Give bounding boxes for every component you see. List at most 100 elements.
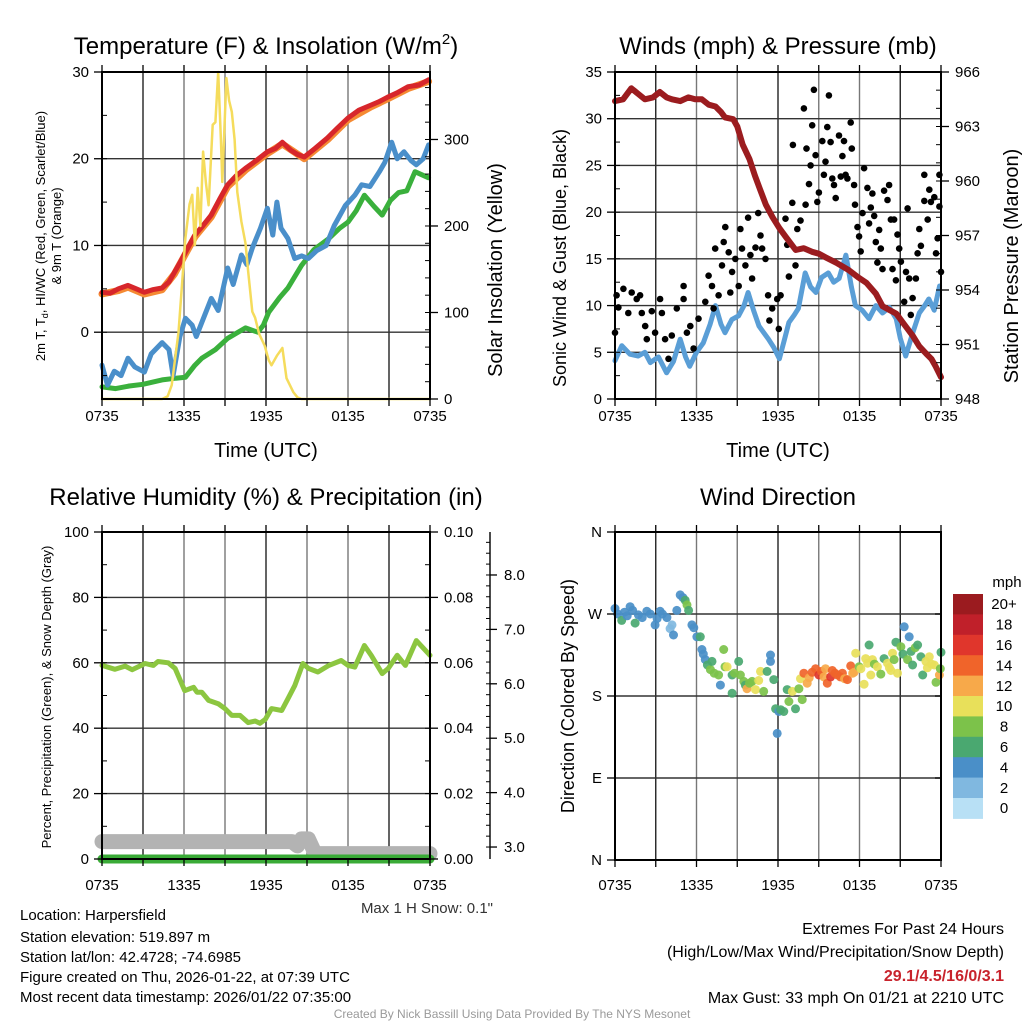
x-tick-label: 0135 — [331, 877, 364, 894]
series-line-snow-depth — [94, 831, 438, 862]
gust-point — [754, 209, 762, 217]
gust-point — [757, 232, 764, 239]
y-tick-label: E — [592, 770, 602, 787]
wind-direction-point — [722, 662, 732, 672]
wind-direction-point — [821, 664, 830, 674]
wind-direction-point — [684, 605, 694, 615]
gust-point — [870, 212, 878, 220]
y2-tick-label: 300 — [444, 131, 469, 148]
colorbar-label: 0 — [1000, 800, 1008, 817]
colorbar-swatch — [953, 675, 983, 697]
series-line-dewpoint — [99, 169, 432, 392]
gust-point — [748, 275, 756, 282]
y-axis-label: Sonic Wind & Gust (Blue, Black) — [550, 129, 570, 387]
station-location: Location: Harpersfield — [20, 907, 166, 924]
y2-tick-label: 0.08 — [444, 589, 473, 606]
gust-point — [658, 309, 666, 317]
gust-point — [926, 186, 933, 193]
gust-point — [931, 193, 938, 201]
x-tick-label: 0135 — [331, 408, 364, 425]
wind-direction-point — [762, 666, 772, 676]
gust-point — [824, 123, 831, 131]
x-tick-label: 1935 — [761, 408, 794, 425]
wind-direction-point — [747, 676, 757, 686]
wind-direction-point — [791, 704, 800, 714]
y-tick-label: 100 — [64, 524, 89, 541]
gust-point — [738, 245, 746, 252]
wind-direction-point — [856, 664, 866, 674]
gust-point — [777, 292, 784, 299]
series-layer — [610, 590, 946, 738]
gust-point — [802, 201, 809, 208]
wind-direction-point — [695, 632, 705, 642]
gust-point — [904, 205, 911, 212]
y-tick-label: 5 — [594, 344, 602, 361]
gust-point — [927, 198, 935, 206]
wind-direction-point — [637, 613, 647, 623]
snow-axis-tick-label: 6.0 — [504, 676, 525, 693]
y-axis-label-line2: & 9m T (Orange) — [49, 187, 64, 284]
max-gust-text: Max Gust: 33 mph On 01/21 at 2210 UTC — [708, 990, 1004, 1007]
series-line-relative-humidity — [99, 638, 433, 726]
gust-point — [869, 190, 876, 197]
x-tick-label: 1335 — [167, 877, 200, 894]
gust-point — [732, 255, 739, 263]
wind-direction-point — [766, 656, 775, 666]
y-axis-label: Percent, Precipitation (Green), & Snow D… — [39, 546, 54, 849]
x-tick-label: 0735 — [598, 408, 631, 425]
gust-point — [895, 245, 903, 252]
gust-point — [848, 145, 856, 152]
gust-point — [832, 194, 839, 202]
gust-point — [803, 145, 810, 152]
gust-point — [737, 225, 744, 233]
y-tick-label: 10 — [585, 298, 602, 315]
y-tick-label: 20 — [585, 204, 602, 221]
gust-point — [827, 138, 834, 146]
colorbar-label: 8 — [1000, 719, 1008, 736]
wind-direction-point — [734, 656, 744, 666]
y-tick-label: 80 — [72, 589, 89, 606]
gust-point — [758, 245, 766, 252]
y-tick-label: 30 — [585, 111, 602, 128]
colorbar-swatch — [953, 594, 983, 615]
wind-direction-point — [622, 611, 632, 621]
x-tick-label: 0735 — [924, 408, 957, 425]
y2-tick-label: 957 — [955, 228, 980, 245]
gust-point — [794, 225, 801, 233]
gust-point — [835, 132, 843, 139]
gust-point — [855, 233, 863, 240]
y2-tick-label: 100 — [444, 304, 469, 321]
x-tick-label: 0735 — [598, 877, 631, 894]
gust-point — [857, 248, 864, 255]
gust-point — [668, 332, 676, 339]
station-latlon: Station lat/lon: 42.4728; -74.6985 — [20, 949, 241, 966]
y-axis-label-prefix: 2m T, T — [33, 318, 48, 361]
gust-point — [782, 215, 789, 222]
chart-title: Temperature (F) & Insolation (W/m2) — [74, 31, 458, 60]
gust-point — [720, 238, 727, 246]
station-elevation: Station elevation: 519.897 m — [20, 929, 210, 946]
gust-point — [628, 289, 635, 296]
extremes-values: 29.1/4.5/16/0/3.1 — [884, 968, 1004, 985]
station-info: Location: Harpersfield Station elevation… — [20, 907, 351, 1006]
gust-point — [695, 315, 702, 323]
wind-direction-point — [851, 648, 861, 658]
gust-point — [785, 273, 793, 280]
x-tick-label: 1335 — [680, 408, 713, 425]
gust-point — [762, 255, 769, 263]
wind-direction-point — [667, 620, 677, 630]
gust-point — [924, 216, 931, 223]
y-tick-label: 60 — [72, 655, 89, 672]
colorbar-label: 2 — [1000, 780, 1008, 797]
credit-line: Created By Nick Bassill Using Data Provi… — [334, 1007, 691, 1021]
chart-title-main: Temperature (F) & Insolation (W/m — [74, 33, 442, 60]
gust-point — [641, 322, 649, 330]
gust-point — [792, 262, 799, 269]
y2-tick-label: 963 — [955, 119, 980, 136]
chart-temperature-insolation: Temperature (F) & Insolation (W/m2) 2m T… — [33, 31, 507, 462]
colorbar-swatch — [953, 777, 983, 799]
x-axis-label: Time (UTC) — [726, 440, 830, 462]
colorbar-swatch — [953, 614, 983, 636]
wind-direction-point — [866, 670, 876, 680]
